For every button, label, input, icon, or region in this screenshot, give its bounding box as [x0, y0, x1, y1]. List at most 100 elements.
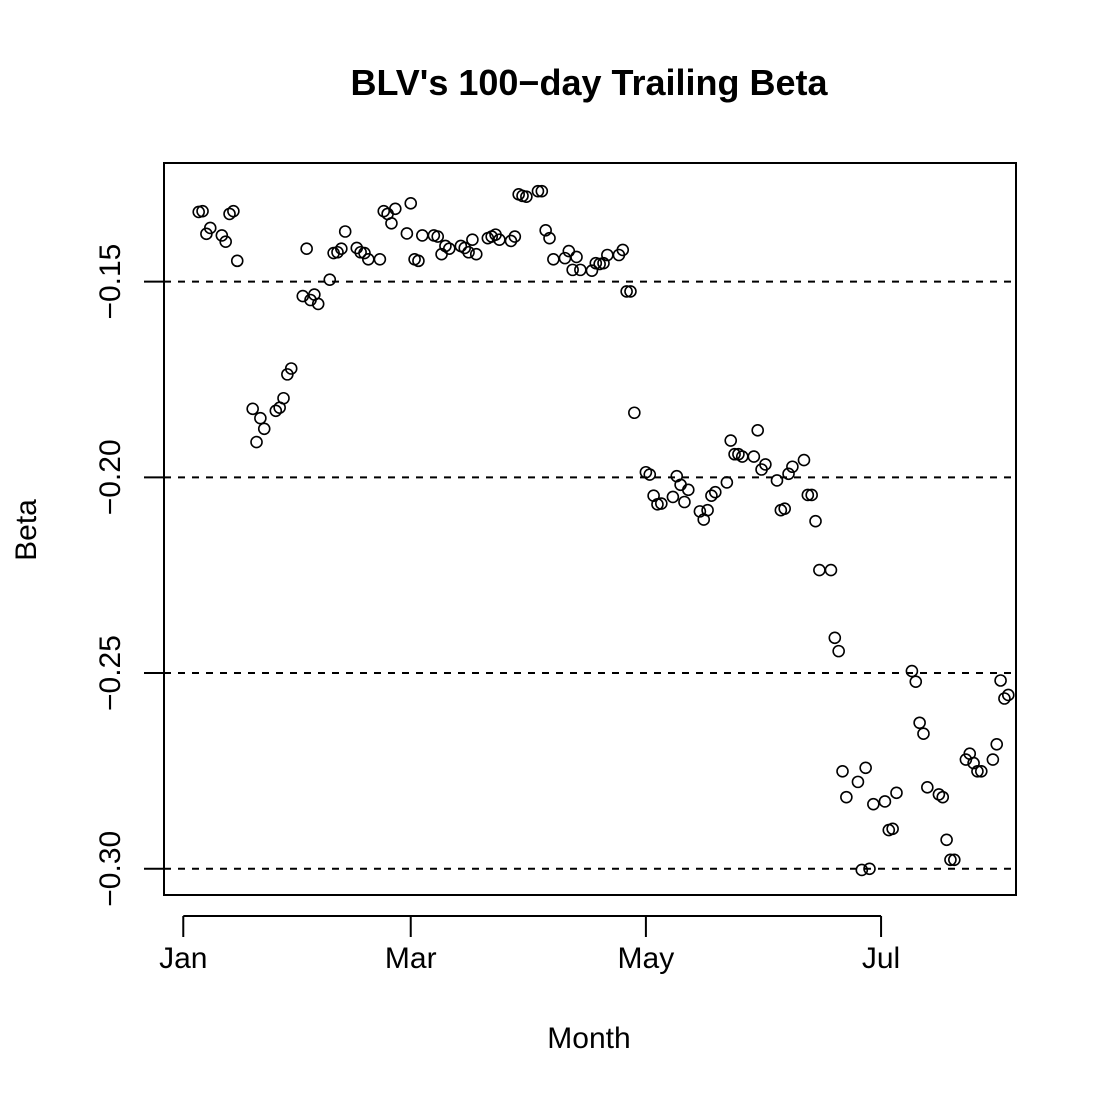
data-point	[975, 765, 988, 778]
data-point	[547, 252, 560, 266]
data-point	[246, 402, 259, 416]
data-point	[566, 263, 579, 277]
data-point	[338, 225, 352, 238]
data-point	[913, 716, 926, 730]
data-point	[219, 235, 232, 248]
data-point	[616, 243, 630, 257]
y-axis-label: Beta	[10, 499, 43, 561]
data-point	[909, 675, 923, 688]
chart-title: BLV's 100−day Trailing Beta	[350, 62, 828, 103]
data-point	[948, 853, 961, 867]
data-point	[971, 765, 984, 778]
data-point	[782, 467, 795, 481]
x-tick-label: Jan	[159, 942, 207, 975]
data-point	[543, 231, 556, 245]
x-tick-label: May	[618, 942, 675, 975]
y-tick-label: −0.25	[94, 635, 127, 711]
data-point	[878, 795, 892, 808]
data-point	[539, 224, 552, 237]
data-point	[786, 460, 799, 474]
data-point	[269, 404, 283, 418]
data-point	[458, 241, 472, 255]
data-point	[570, 250, 583, 264]
plot-frame	[163, 162, 1017, 896]
data-point	[400, 227, 414, 240]
data-point	[624, 285, 637, 298]
data-point	[735, 450, 749, 463]
data-point	[921, 781, 934, 794]
data-point	[813, 563, 826, 577]
data-point	[203, 221, 217, 235]
gridlines	[164, 280, 1016, 870]
data-point	[759, 458, 772, 471]
data-point	[373, 252, 387, 266]
data-point	[531, 184, 545, 198]
data-point	[728, 447, 741, 461]
data-point	[520, 190, 533, 203]
data-point	[890, 786, 903, 800]
data-point	[708, 485, 722, 499]
data-point	[462, 245, 475, 259]
data-point	[801, 488, 815, 502]
data-point	[886, 822, 899, 836]
data-point	[628, 406, 641, 420]
data-points	[192, 184, 1015, 877]
data-point	[998, 692, 1011, 705]
data-point	[990, 737, 1004, 751]
data-point	[944, 853, 957, 867]
data-point	[389, 202, 402, 216]
data-point	[257, 422, 271, 436]
data-point	[701, 503, 714, 517]
data-point	[535, 184, 549, 198]
data-point	[797, 453, 811, 467]
data-point	[284, 362, 298, 375]
data-point	[442, 242, 456, 256]
x-tick-label: Jul	[862, 942, 900, 975]
data-point	[832, 644, 845, 658]
data-point	[863, 862, 876, 876]
data-point	[994, 674, 1007, 687]
data-point	[655, 497, 668, 510]
data-point	[230, 254, 244, 268]
data-point	[770, 474, 784, 487]
data-point	[415, 229, 429, 242]
data-point	[751, 424, 765, 437]
data-point	[867, 797, 880, 811]
data-point	[358, 246, 371, 260]
data-point	[986, 753, 1000, 766]
data-point	[682, 483, 695, 497]
data-point	[331, 245, 344, 259]
data-point	[254, 411, 267, 425]
data-point	[720, 476, 734, 489]
data-point	[1001, 688, 1015, 702]
data-point	[747, 450, 761, 463]
data-point	[809, 514, 822, 528]
data-point	[828, 631, 842, 645]
data-point	[504, 234, 518, 248]
data-point	[227, 204, 240, 218]
data-point	[508, 230, 522, 243]
data-point	[805, 488, 818, 502]
data-point	[196, 204, 209, 218]
data-point	[277, 391, 290, 405]
data-point	[778, 502, 791, 515]
data-point	[705, 489, 718, 503]
data-point	[215, 229, 229, 242]
data-point	[666, 490, 680, 504]
y-tick-label: −0.20	[94, 439, 127, 515]
data-point	[311, 297, 325, 311]
data-point	[851, 775, 865, 789]
data-point	[335, 242, 348, 256]
data-point	[855, 863, 869, 877]
data-point	[469, 247, 483, 261]
x-axis: Jan Mar May Jul	[159, 915, 900, 975]
data-point	[824, 563, 838, 577]
data-point	[431, 230, 445, 243]
data-point	[404, 197, 418, 210]
data-point	[585, 264, 599, 277]
data-point	[385, 216, 398, 230]
data-point	[936, 790, 950, 804]
x-tick-label: Mar	[385, 942, 437, 975]
data-point	[620, 285, 633, 298]
